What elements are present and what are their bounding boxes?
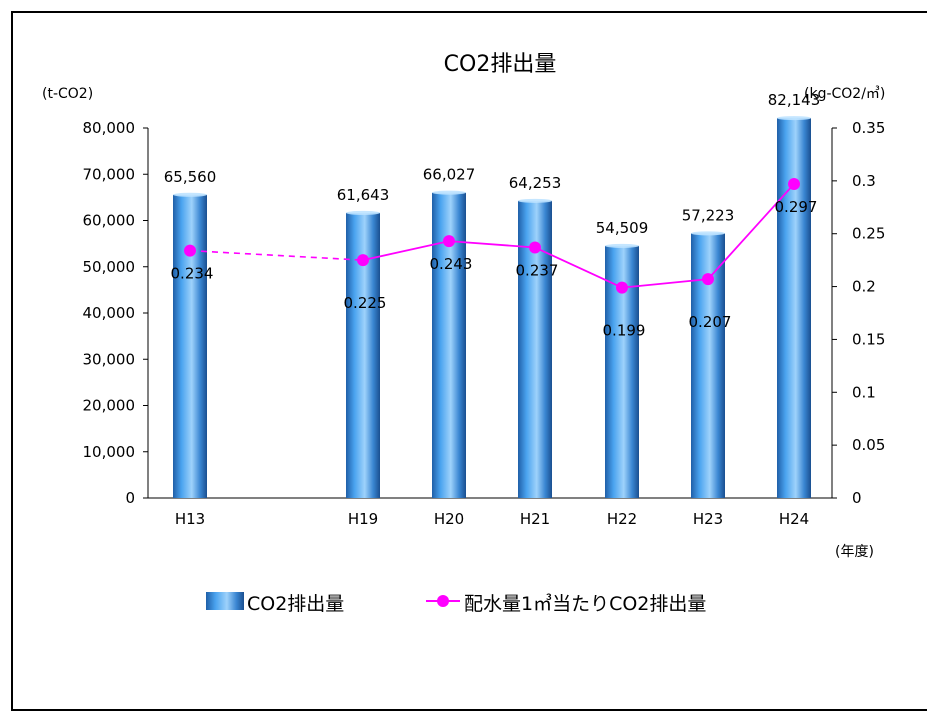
legend-bar-label: CO2排出量: [247, 593, 344, 615]
legend-line-label: 配水量1㎥当たりCO2排出量: [464, 593, 706, 615]
co2-bar-top: [432, 190, 466, 195]
x-axis-tick-label: H20: [434, 510, 464, 528]
co2-bar-top: [518, 198, 552, 203]
co2-bar-value-label: 54,509: [596, 219, 649, 237]
intensity-point: [616, 281, 628, 294]
legend: CO2排出量 配水量1㎥当たりCO2排出量: [206, 592, 706, 615]
right-axis-tick-label: 0.35: [852, 119, 885, 137]
co2-bar-top: [173, 192, 207, 197]
intensity-value-label: 0.199: [603, 322, 646, 340]
plot-area: 0 10,000 20,000 30,000 40,000 50,000 60,000 70,…: [83, 91, 886, 528]
intensity-point: [702, 273, 714, 286]
left-axis-tick-label: 10,000: [83, 443, 136, 461]
intensity-point: [357, 254, 369, 267]
co2-bar-top: [346, 210, 380, 215]
co2-bar: [691, 233, 725, 498]
co2-bar-value-label: 64,253: [509, 174, 562, 192]
co2-bar-value-label: 82,143: [768, 91, 821, 109]
intensity-point: [443, 235, 455, 248]
co2-emissions-chart: CO2排出量 (t-CO2) (kg-CO2/㎥) (年度) 0 10,000 20…: [42, 52, 886, 615]
co2-bar-value-label: 65,560: [164, 168, 217, 186]
left-axis-tick-label: 50,000: [83, 258, 136, 276]
left-axis-tick-label: 0: [125, 489, 135, 507]
x-axis-tick-label: H22: [607, 510, 637, 528]
intensity-value-label: 0.225: [344, 294, 387, 312]
intensity-value-label: 0.237: [516, 261, 559, 279]
right-axis-tick-label: 0.2: [852, 278, 876, 296]
right-axis-tick-label: 0.25: [852, 225, 885, 243]
x-axis-tick-label: H13: [175, 510, 205, 528]
intensity-point: [184, 244, 196, 257]
legend-line-marker: [437, 595, 449, 607]
left-axis-tick-label: 70,000: [83, 165, 136, 183]
x-axis-unit: (年度): [835, 544, 874, 560]
co2-bar-value-label: 61,643: [337, 186, 390, 204]
left-axis-tick-label: 80,000: [83, 119, 136, 137]
x-axis-tick-label: H24: [779, 510, 809, 528]
right-axis-tick-label: 0.05: [852, 436, 885, 454]
right-axis-tick-label: 0.3: [852, 172, 876, 190]
left-axis-tick-label: 40,000: [83, 304, 136, 322]
right-axis-tick-label: 0.15: [852, 330, 885, 348]
co2-bar-top: [691, 231, 725, 236]
co2-bar-value-label: 66,027: [423, 166, 476, 184]
co2-bar-value-label: 57,223: [682, 206, 735, 224]
intensity-point: [788, 178, 800, 191]
x-axis-tick-label: H21: [520, 510, 550, 528]
intensity-line-dashed-segment: [189, 249, 364, 261]
co2-bar-top: [605, 243, 639, 248]
left-axis-tick-label: 20,000: [83, 397, 136, 415]
intensity-point: [529, 241, 541, 254]
legend-bar-swatch: [206, 592, 244, 610]
co2-bar: [777, 118, 811, 498]
intensity-value-label: 0.234: [171, 265, 214, 283]
intensity-value-label: 0.243: [430, 255, 473, 273]
left-axis-unit: (t-CO2): [42, 86, 93, 102]
chart-title: CO2排出量: [444, 52, 557, 77]
left-axis-tick-label: 60,000: [83, 212, 136, 230]
x-axis-tick-label: H23: [693, 510, 723, 528]
intensity-value-label: 0.207: [689, 313, 732, 331]
intensity-line: [362, 183, 795, 289]
left-axis-tick-label: 30,000: [83, 350, 136, 368]
right-axis-unit: (kg-CO2/㎥): [804, 86, 885, 102]
right-axis-tick-label: 0: [852, 489, 862, 507]
x-axis-tick-label: H19: [348, 510, 378, 528]
co2-bar-top: [777, 116, 811, 121]
co2-bar: [173, 194, 207, 498]
intensity-value-label: 0.297: [775, 198, 818, 216]
right-axis-tick-label: 0.1: [852, 383, 876, 401]
